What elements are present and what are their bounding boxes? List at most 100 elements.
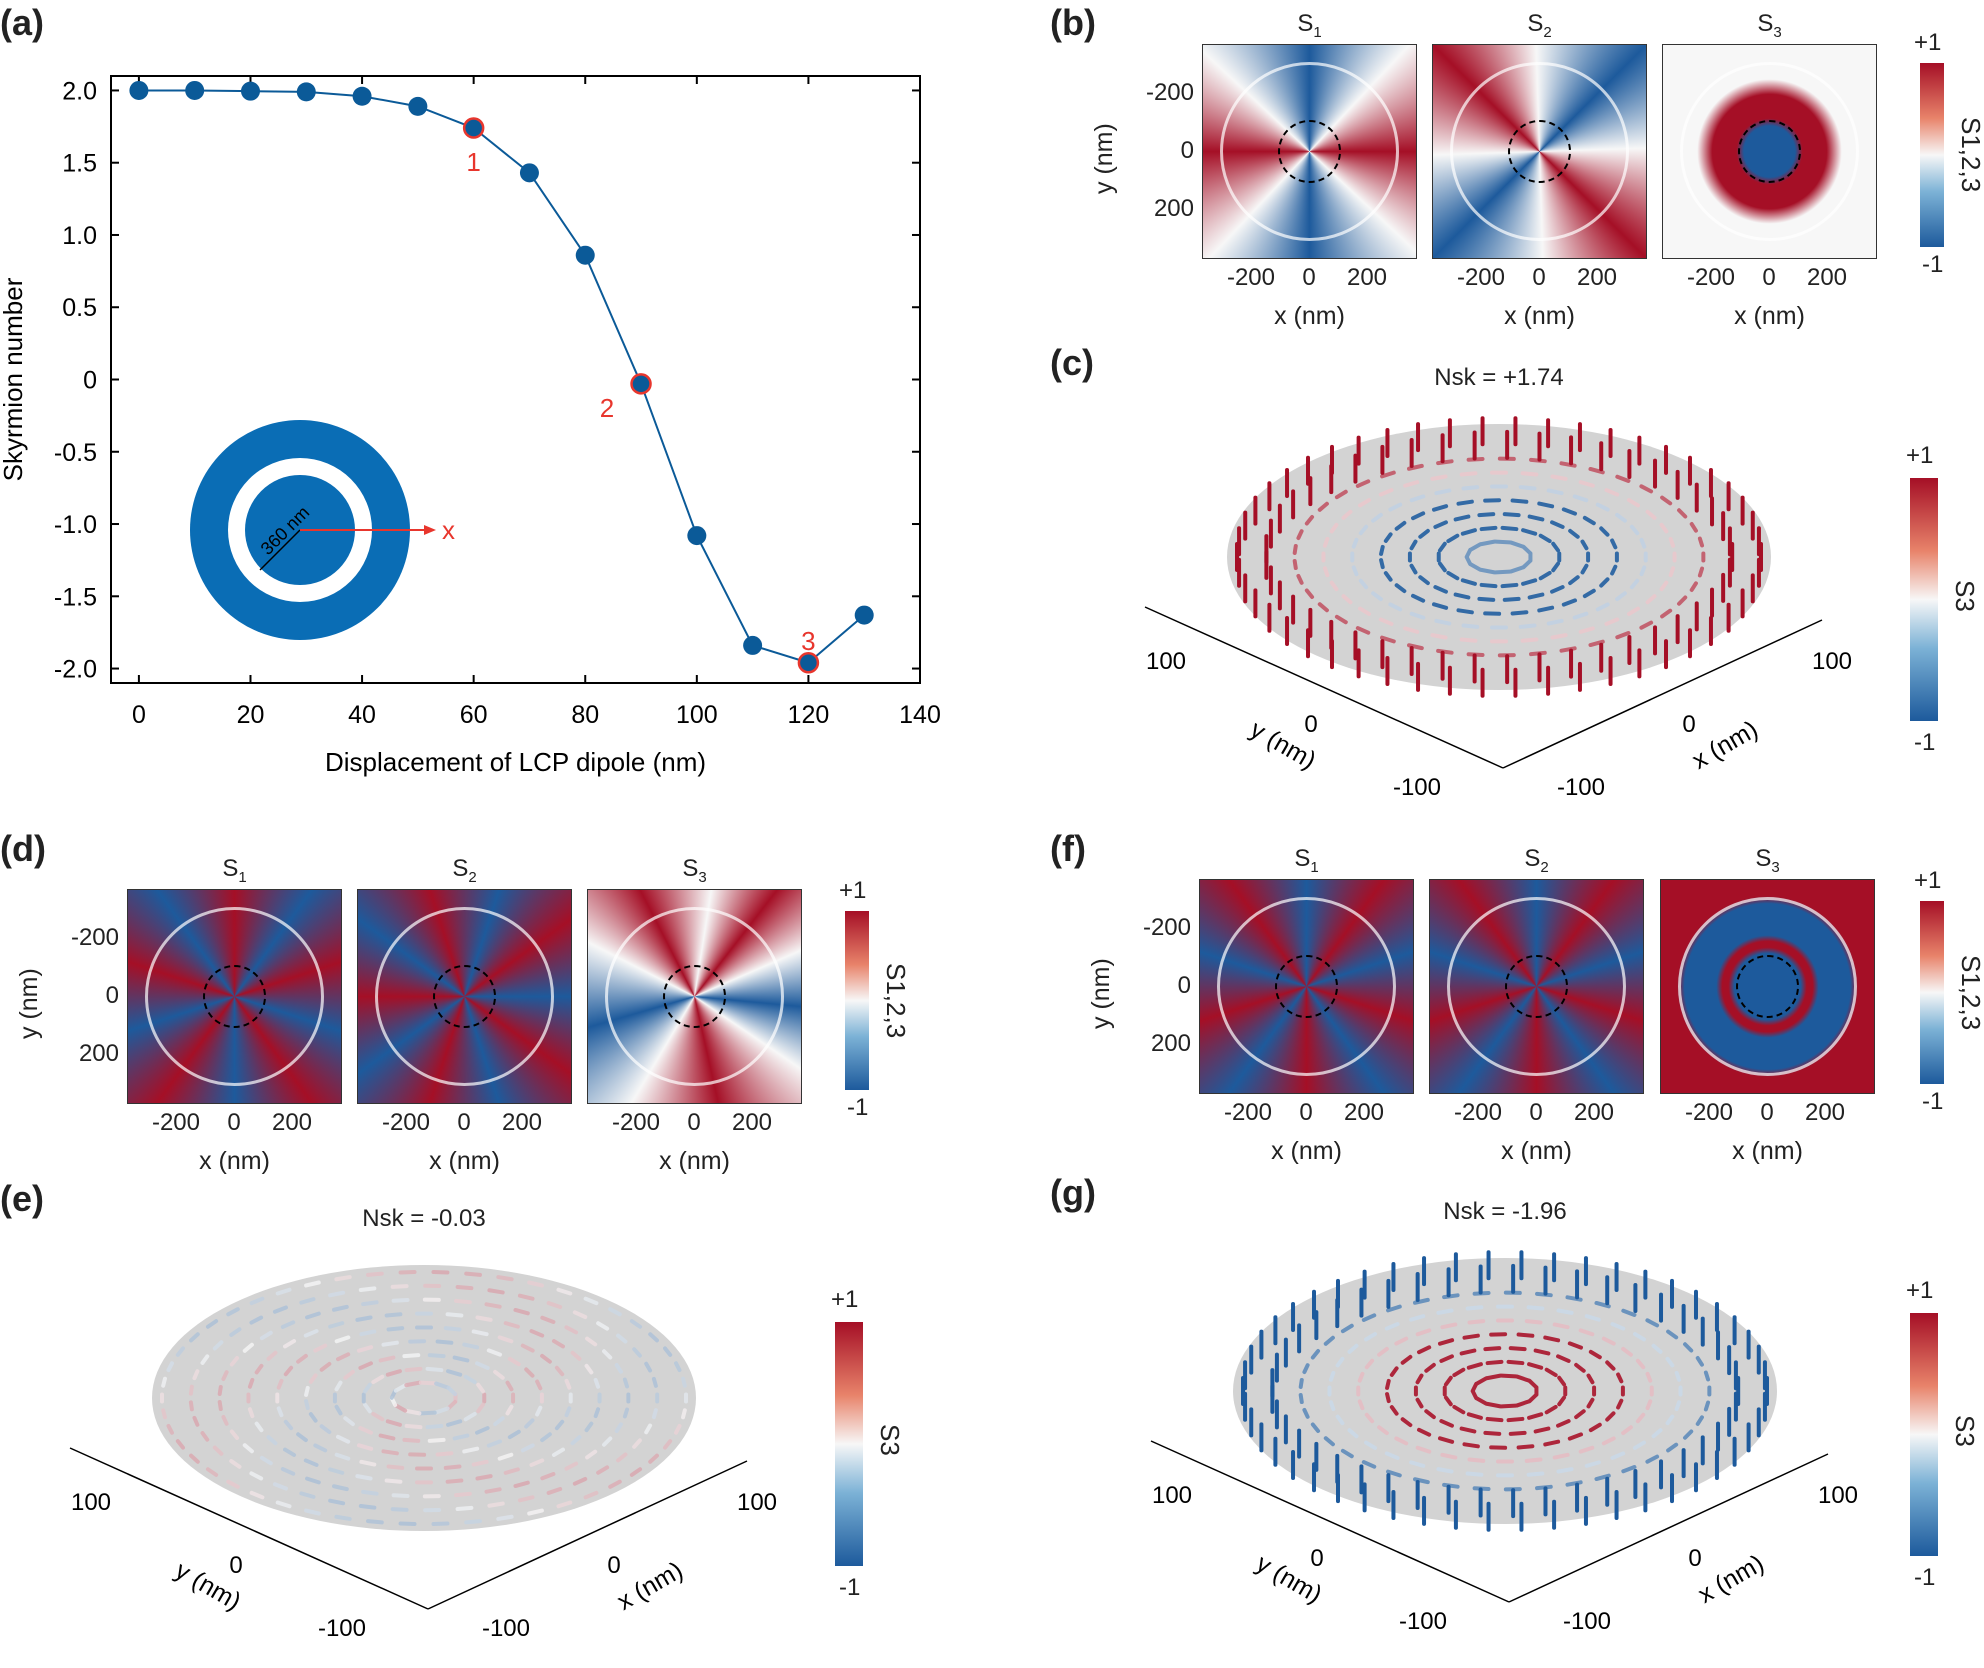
data-point	[297, 82, 316, 101]
x-tick-label: 100	[1818, 1482, 1858, 1509]
spin-arrow	[1432, 635, 1445, 637]
y-tick-label: 2.0	[62, 77, 97, 105]
heatmap-title: S2	[357, 855, 572, 886]
spin-arrow	[1485, 1433, 1499, 1434]
x-tick-label: 200	[1787, 264, 1867, 292]
spin-arrow	[1503, 585, 1517, 586]
data-point	[408, 97, 427, 116]
colorbar	[1910, 478, 1938, 721]
colorbar-label: S3	[1949, 1415, 1980, 1447]
spin-arrow	[1677, 1402, 1679, 1409]
x-tick-label: -100	[482, 1615, 530, 1642]
spin-arrow	[654, 1410, 656, 1417]
spin-arrow	[404, 1355, 418, 1356]
spin-arrow	[489, 1504, 502, 1506]
point-annotation: 2	[600, 393, 614, 423]
y-axis-label: y (nm)	[1087, 958, 1116, 1029]
y-tick-label: -1.5	[54, 583, 97, 611]
title-symbol: S	[1297, 10, 1313, 37]
spin-arrow	[1442, 1324, 1455, 1327]
spin-arrow	[1301, 1380, 1302, 1387]
spin-arrow	[1706, 1403, 1708, 1410]
colorbar-min-label: -1	[1922, 251, 1943, 279]
data-point	[464, 119, 483, 138]
heatmap-b-s3	[1662, 44, 1877, 259]
heatmap-title: S2	[1432, 10, 1647, 41]
spin-arrow	[1470, 1321, 1484, 1322]
spin-arrow	[1360, 1401, 1363, 1408]
point-annotation: 1	[466, 147, 480, 177]
spin-arrow	[474, 1331, 487, 1334]
colorbar-max-label: +1	[839, 877, 866, 905]
x-tick-label: 20	[237, 701, 265, 729]
spin-arrow	[1642, 567, 1645, 574]
x-tick-label: 200	[1557, 264, 1637, 292]
spin-arrow	[357, 1317, 370, 1319]
spin-arrow	[1436, 621, 1449, 624]
y-tick-label: -100	[318, 1615, 366, 1642]
spin-arrow	[381, 1358, 394, 1361]
spin-arrow	[567, 1381, 570, 1388]
spin-arrow	[1536, 1429, 1549, 1432]
spin-arrow	[428, 1369, 442, 1370]
data-point	[576, 246, 595, 265]
spin-arrow	[381, 1436, 394, 1439]
spin-arrow	[1381, 560, 1383, 567]
panel-label-d: (d)	[0, 828, 46, 870]
spin-arrow	[498, 1517, 511, 1519]
title-symbol: S	[1757, 10, 1773, 37]
spin-arrow	[1458, 610, 1471, 612]
spin-arrow	[466, 1274, 480, 1275]
x-axis-label: x (nm)	[1432, 302, 1647, 331]
spin-arrow	[1558, 1469, 1571, 1471]
colorbar-max-label: +1	[1914, 867, 1941, 895]
heatmap-d-s2	[357, 889, 572, 1104]
spin-arrow	[1487, 1376, 1500, 1378]
colorbar-max-label: +1	[1914, 29, 1941, 57]
spin-arrow	[466, 1521, 480, 1522]
spin-arrow	[1496, 542, 1510, 543]
x-tick-label: 80	[571, 701, 599, 729]
colorbar	[1920, 901, 1944, 1084]
point-annotation: 3	[801, 626, 815, 656]
spin-arrow	[1488, 1362, 1502, 1363]
spin-arrow	[1325, 539, 1327, 546]
spin-arrow	[250, 1409, 252, 1416]
y-tick-label: -100	[1393, 774, 1441, 801]
spin-arrow	[455, 1436, 468, 1439]
spin-arrow	[1505, 599, 1519, 600]
colorbar-label: S3	[1949, 580, 1980, 612]
spin-arrow	[1360, 1374, 1363, 1381]
x-axis-label: x (nm)	[127, 1147, 342, 1176]
colorbar-min-label: -1	[1914, 729, 1935, 757]
spin-arrow	[163, 1379, 165, 1386]
spin-arrow	[1487, 1404, 1500, 1406]
spin-arrow	[163, 1410, 165, 1417]
spin-arrow	[1509, 1419, 1523, 1420]
spin-arrow	[191, 1402, 192, 1409]
spin-arrow	[1700, 539, 1702, 546]
title-subscript: 2	[468, 869, 476, 886]
spin-arrow	[1464, 487, 1478, 488]
spin-arrow	[430, 1440, 444, 1441]
spin-arrow	[1521, 626, 1535, 627]
spin-arrow	[654, 1379, 656, 1386]
spin-arrow	[1519, 1335, 1533, 1336]
heatmap-f-s3	[1660, 879, 1875, 1094]
spin-arrow	[430, 1355, 444, 1356]
heatmap-d-s3	[587, 889, 802, 1104]
spin-arrow	[1301, 1395, 1302, 1402]
spin-arrow	[389, 1328, 403, 1329]
y-axis-label: Skyrmion number	[0, 277, 28, 481]
spin-arrow	[625, 1380, 627, 1387]
spin-arrow	[1444, 1485, 1457, 1487]
spin-arrow	[220, 1402, 221, 1409]
title-subscript: 3	[1771, 859, 1779, 876]
spin-arrow	[458, 1508, 472, 1509]
spin-arrow	[1502, 1406, 1516, 1407]
spin-arrow	[336, 1517, 349, 1519]
title-subscript: 1	[1310, 859, 1318, 876]
spin-arrow	[1552, 476, 1565, 478]
spin-arrow	[1295, 561, 1296, 568]
spin-arrow	[1496, 572, 1510, 573]
